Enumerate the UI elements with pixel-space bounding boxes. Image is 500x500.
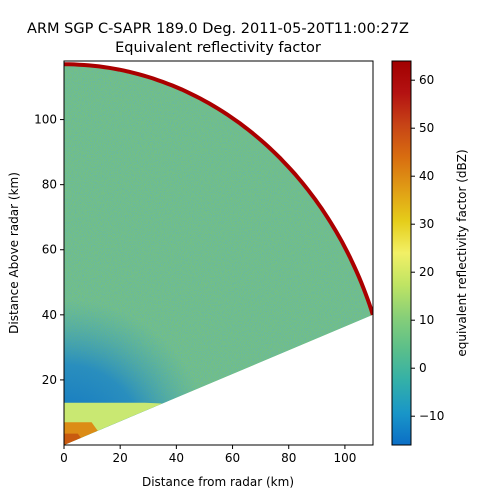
y-tick-label: 100 [34,113,57,127]
colorbar-tick-label: −10 [419,409,444,423]
x-axis-ticks: 0 20 40 60 80 100 [60,445,356,465]
y-tick-label: 40 [42,308,57,322]
colorbar-tick-label: 0 [419,361,427,375]
chart-title: ARM SGP C-SAPR 189.0 Deg. 2011-05-20T11:… [27,21,409,37]
colorbar-tick-label: 30 [419,217,434,231]
chart-subtitle: Equivalent reflectivity factor [115,40,321,56]
colorbar-label: equivalent reflectivity factor (dBZ) [455,149,469,356]
y-axis-label: Distance Above radar (km) [7,172,21,334]
colorbar-ticks: −10 0 10 20 30 40 50 60 [411,73,444,423]
x-axis-label: Distance from radar (km) [142,475,294,489]
colorbar-tick-label: 40 [419,169,434,183]
y-tick-label: 80 [42,178,57,192]
y-tick-label: 60 [42,243,57,257]
colorbar-tick-label: 20 [419,265,434,279]
x-tick-label: 20 [113,451,128,465]
ground-clutter-core [64,433,81,445]
colorbar-tick-label: 10 [419,313,434,327]
x-tick-label: 0 [60,451,68,465]
axes-frame [63,60,374,446]
x-tick-label: 40 [169,451,184,465]
plot-area [64,62,373,445]
colorbar [391,60,412,446]
y-axis-ticks: 20 40 60 80 100 [34,113,64,387]
x-tick-label: 80 [281,451,296,465]
x-tick-label: 60 [225,451,240,465]
x-tick-label: 100 [333,451,356,465]
colorbar-tick-label: 50 [419,121,434,135]
colorbar-tick-label: 60 [419,73,434,87]
y-tick-label: 20 [42,373,57,387]
range-end-clutter-ring [64,62,373,316]
